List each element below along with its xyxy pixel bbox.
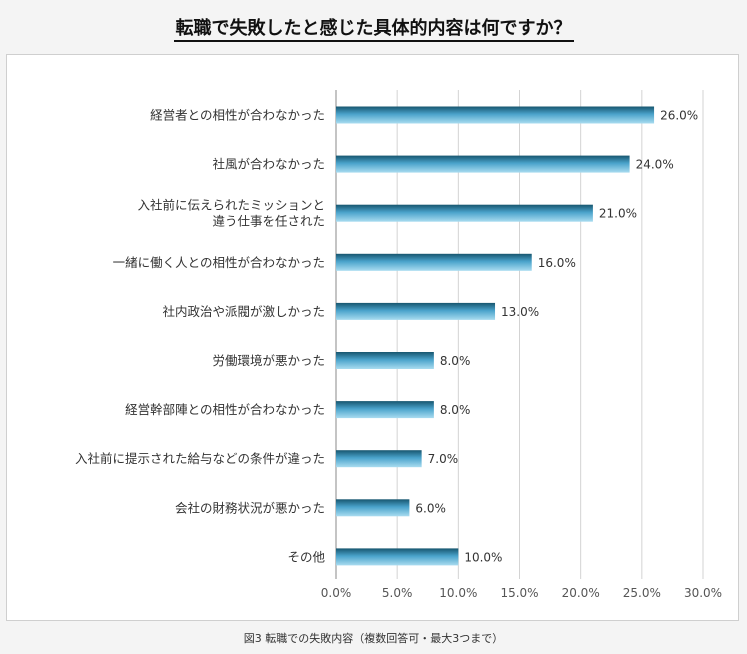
value-label: 7.0% [428,452,459,466]
category-label: 入社前に伝えられたミッションと [137,198,325,213]
category-label: 社内政治や派閥が激しかった [162,304,325,319]
value-label: 26.0% [660,109,698,123]
category-label: その他 [287,549,325,564]
value-label: 16.0% [538,256,576,270]
value-label: 8.0% [440,354,471,368]
chart-panel [6,54,739,621]
category-label: 経営幹部陣との相性が合わなかった [125,402,325,417]
x-tick-label: 30.0% [684,586,722,600]
x-tick-label: 15.0% [500,586,538,600]
bar [336,499,410,517]
bar [336,352,434,369]
x-tick-label: 5.0% [382,586,413,600]
value-label: 13.0% [501,305,539,319]
bar [336,253,532,271]
value-label: 8.0% [440,403,471,417]
value-label: 24.0% [636,158,674,172]
x-tick-label: 0.0% [321,586,352,600]
category-label: 一緒に働く人との相性が合わなかった [113,255,325,270]
bars [336,106,655,566]
bar [336,302,496,320]
x-tick-label: 20.0% [562,586,600,600]
x-tick-label: 25.0% [623,586,661,600]
bar [336,450,422,468]
x-tick-label: 10.0% [439,586,477,600]
chart-title: 転職で失敗したと感じた具体的内容は何ですか？ [0,14,747,42]
bar [336,155,630,173]
category-label: 社風が合わなかった [212,157,325,172]
figure-caption: 図3 転職での失敗内容（複数回答可・最大3つまで） [243,632,504,645]
value-label: 6.0% [415,501,446,515]
bar [336,106,655,124]
bar [336,401,434,419]
category-label: 違う仕事を任された [212,214,325,229]
category-label: 労働環境が悪かった [212,353,325,368]
value-label: 10.0% [464,550,502,564]
category-label: 経営者との相性が合わなかった [150,108,325,123]
labels: 0.0% 5.0% 10.0% 15.0% 20.0% 25.0% 30.0% 26.0% 経営… [75,108,722,601]
value-label: 21.0% [599,207,637,221]
category-label: 会社の財務状況が悪かった [175,500,325,515]
bar [336,204,593,222]
category-label: 入社前に提示された給与などの条件が違った [75,451,325,466]
bar [336,548,459,566]
